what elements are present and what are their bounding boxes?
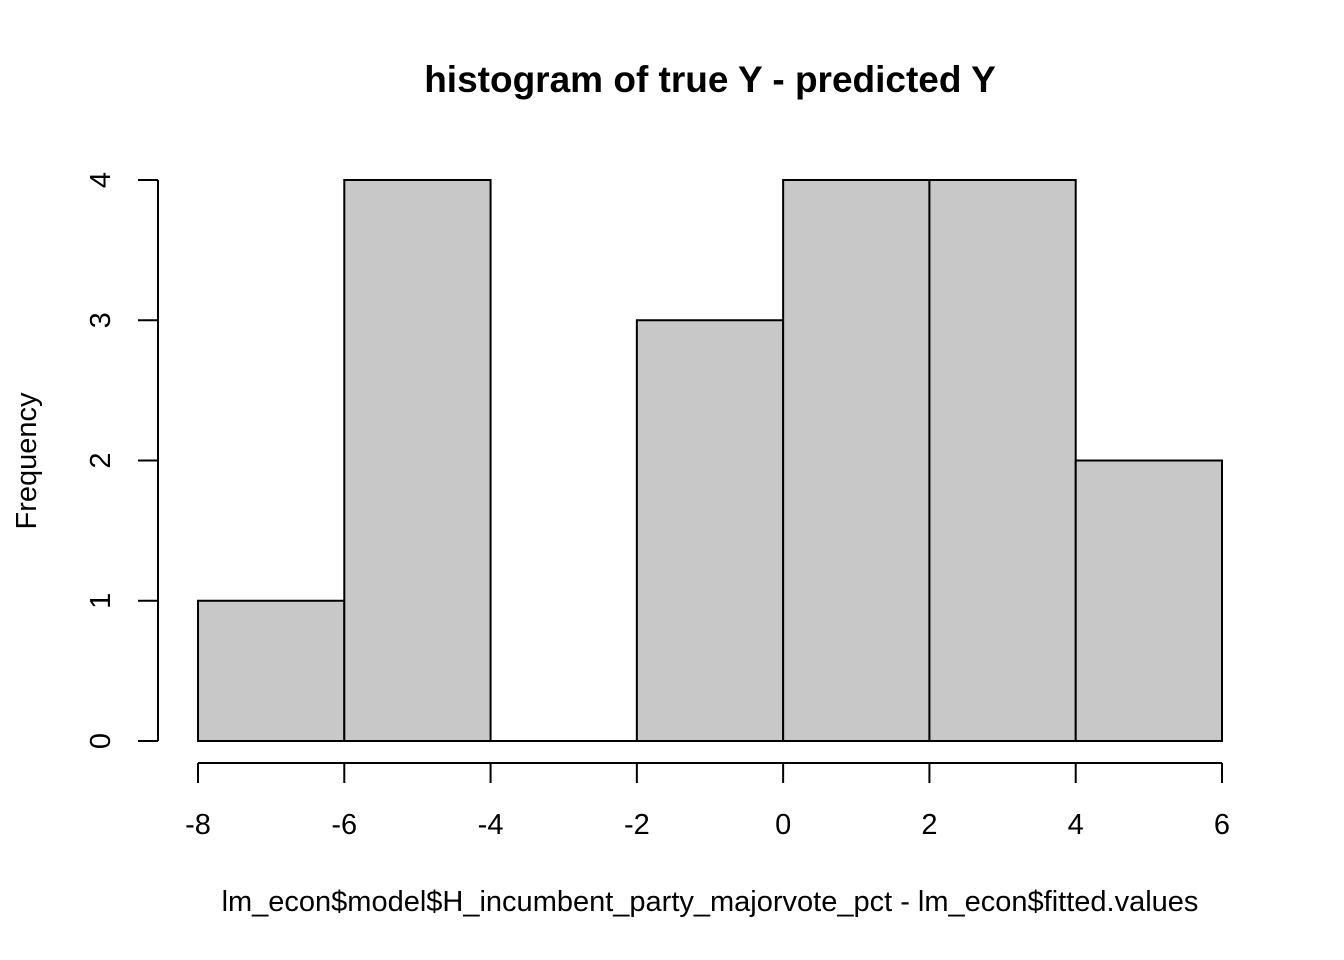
y-axis: 0 1 2 3 4 — [85, 172, 159, 749]
histogram-bar — [782, 179, 931, 742]
x-tick-label: -4 — [478, 809, 504, 841]
y-tick-label: 1 — [85, 593, 117, 609]
histogram-bar — [635, 319, 785, 742]
histogram-bar — [928, 179, 1077, 742]
y-tick-label: 4 — [85, 172, 117, 188]
x-tick-label: 0 — [775, 809, 791, 841]
histogram-bar — [343, 179, 492, 742]
histogram-bar — [197, 599, 346, 742]
chart-title: histogram of true Y - predicted Y — [424, 59, 996, 100]
x-tick-label: -2 — [624, 809, 650, 841]
histogram-bar — [1074, 459, 1223, 742]
x-tick-label: 2 — [921, 809, 937, 841]
y-tick-label: 3 — [85, 312, 117, 328]
y-axis-label: Frequency — [11, 392, 43, 530]
x-axis-label: lm_econ$model$H_incumbent_party_majorvot… — [222, 886, 1199, 918]
x-tick-label: -8 — [185, 809, 211, 841]
x-tick-label: -6 — [331, 809, 357, 841]
y-tick-label: 0 — [85, 733, 117, 749]
y-tick-label: 2 — [85, 452, 117, 468]
x-tick-label: 6 — [1214, 809, 1230, 841]
x-axis: -8 -6 -4 -2 0 2 4 6 — [185, 762, 1230, 841]
histogram-bars — [197, 179, 1223, 742]
x-tick-label: 4 — [1068, 809, 1084, 841]
